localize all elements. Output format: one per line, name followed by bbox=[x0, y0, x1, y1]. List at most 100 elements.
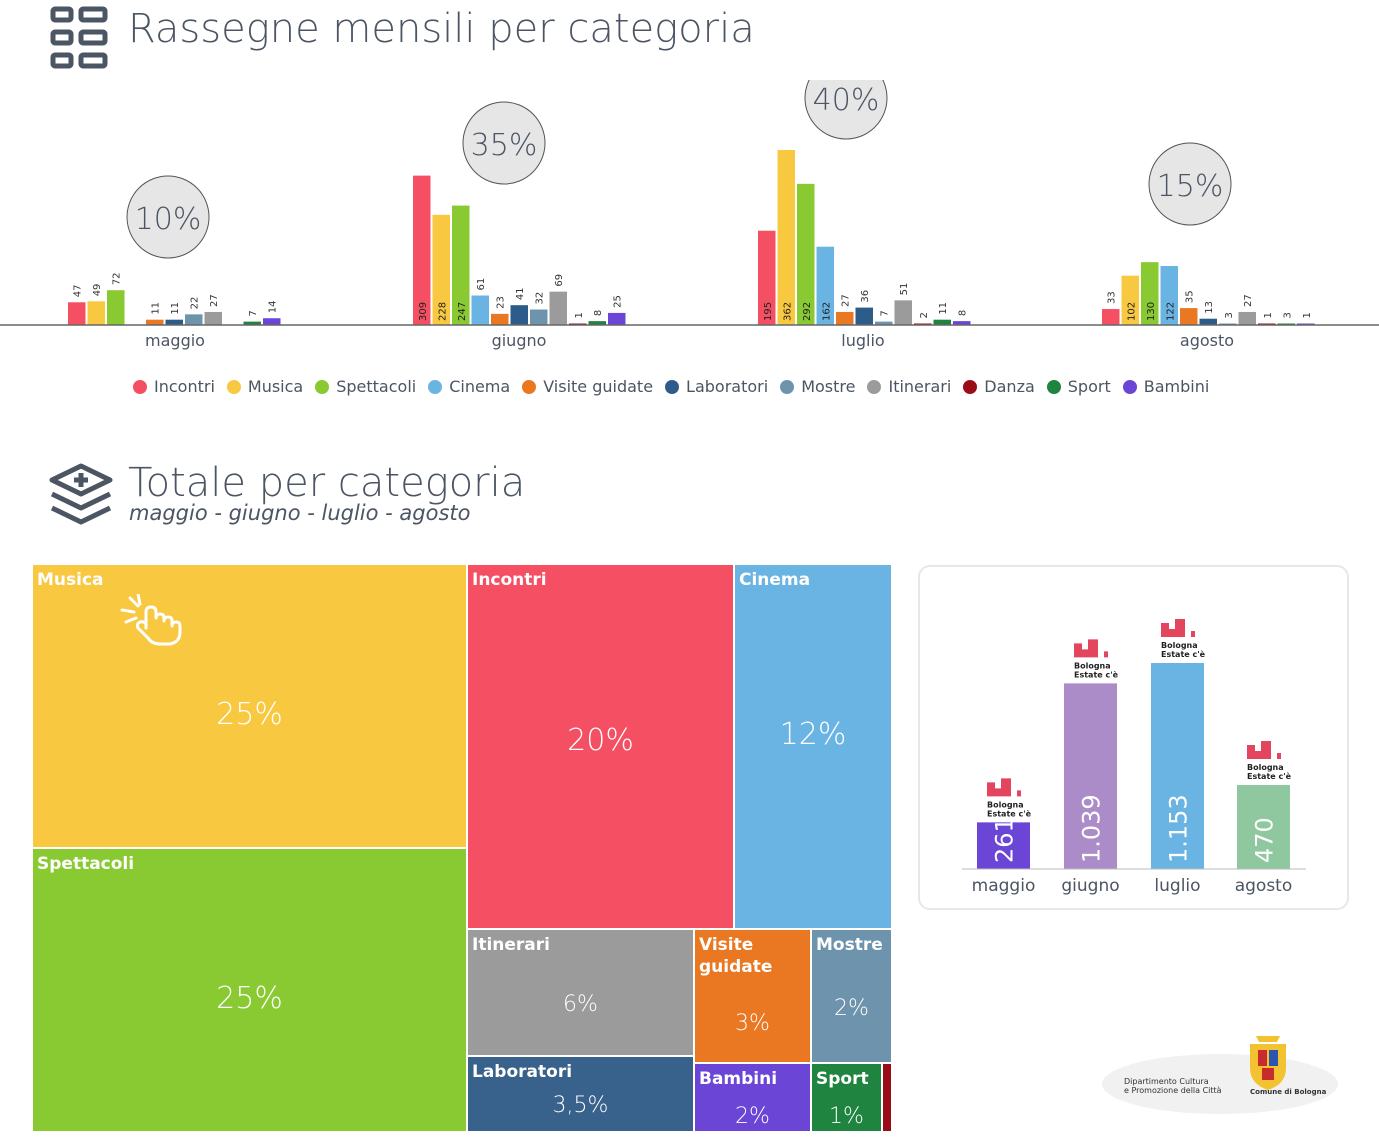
stacked-layers-icon bbox=[49, 463, 113, 525]
bar-value-label: 49 bbox=[92, 284, 103, 297]
legend-item-mostre[interactable]: Mostre bbox=[780, 377, 855, 396]
legend-dot bbox=[428, 379, 443, 394]
bar-incontri-giugno bbox=[413, 175, 431, 325]
treemap-cell-percentage: 1% bbox=[829, 1104, 864, 1129]
bar-incontri-agosto bbox=[1102, 309, 1120, 325]
bar-visite-guidate-maggio bbox=[146, 319, 164, 325]
bar-incontri-luglio bbox=[758, 230, 776, 325]
legend-dot bbox=[867, 379, 882, 394]
bar-visite-guidate-giugno bbox=[491, 313, 509, 325]
total-bar-giugno bbox=[1064, 683, 1117, 869]
bar-spettacoli-maggio bbox=[107, 290, 125, 325]
svg-text:Bologna: Bologna bbox=[1074, 661, 1111, 670]
legend-item-danza[interactable]: Danza bbox=[963, 377, 1035, 396]
total-bar-value: 1.039 bbox=[1078, 794, 1106, 863]
bar-spettacoli-luglio bbox=[797, 183, 815, 325]
x-tick-label-luglio: luglio bbox=[841, 331, 884, 350]
bar-incontri-maggio bbox=[68, 302, 86, 325]
svg-text:e Promozione della Città: e Promozione della Città bbox=[1124, 1086, 1222, 1095]
treemap-cell-label: Musica bbox=[37, 570, 104, 590]
treemap-cell-label: Mostre bbox=[816, 935, 883, 955]
legend-item-laboratori[interactable]: Laboratori bbox=[665, 377, 768, 396]
legend-item-cinema[interactable]: Cinema bbox=[428, 377, 510, 396]
legend-label: Bambini bbox=[1143, 377, 1210, 396]
bar-value-label: 228 bbox=[437, 302, 448, 321]
treemap-cell-percentage: 2% bbox=[834, 996, 869, 1021]
bar-value-label: 61 bbox=[476, 278, 487, 291]
share-badge-label: 15% bbox=[1157, 169, 1224, 204]
grid-layout-icon bbox=[50, 6, 108, 69]
treemap-cell-label: Incontri bbox=[472, 570, 547, 590]
legend-label: Incontri bbox=[154, 377, 215, 396]
treemap-cell-mostre[interactable]: Mostre 2% bbox=[811, 929, 892, 1063]
page-title: Rassegne mensili per categoria bbox=[128, 6, 755, 52]
bar-value-label: 11 bbox=[938, 302, 949, 315]
legend-item-spettacoli[interactable]: Spettacoli bbox=[315, 377, 416, 396]
treemap-cell-visite-guidate[interactable]: Visite guidate 3% bbox=[694, 929, 811, 1063]
section-subtitle: maggio - giugno - luglio - agosto bbox=[129, 501, 471, 525]
legend-item-musica[interactable]: Musica bbox=[226, 377, 303, 396]
bar-spettacoli-agosto bbox=[1141, 262, 1159, 325]
bar-value-label: 27 bbox=[209, 294, 220, 307]
bar-value-label: 1 bbox=[574, 312, 585, 318]
legend-dot bbox=[665, 379, 680, 394]
bar-value-label: 69 bbox=[554, 274, 565, 287]
x-tick-label-giugno: giugno bbox=[492, 331, 547, 350]
legend-item-sport[interactable]: Sport bbox=[1046, 377, 1111, 396]
bar-sport-giugno bbox=[588, 321, 606, 325]
category-treemap: Musica 25% Spettacoli 25% Incontri 20% Cinema 1… bbox=[32, 564, 892, 1132]
svg-text:Bologna: Bologna bbox=[1247, 763, 1284, 772]
treemap-cell-sport[interactable]: Sport 1% bbox=[811, 1063, 882, 1132]
bar-value-label: 27 bbox=[841, 294, 852, 307]
bar-mostre-luglio bbox=[875, 321, 893, 325]
share-badge-label: 10% bbox=[135, 202, 202, 237]
bar-value-label: 8 bbox=[958, 310, 969, 316]
total-bar-value: 261 bbox=[991, 817, 1019, 863]
bar-value-label: 41 bbox=[515, 287, 526, 300]
treemap-cell-label: Bambini bbox=[699, 1069, 778, 1089]
treemap-cell-cinema[interactable]: Cinema 12% bbox=[734, 564, 892, 929]
bar-visite-guidate-agosto bbox=[1180, 308, 1198, 325]
treemap-cell-spettacoli[interactable]: Spettacoli 25% bbox=[32, 848, 467, 1132]
treemap-cell-label: Cinema bbox=[739, 570, 811, 590]
legend-label: Laboratori bbox=[686, 377, 769, 396]
treemap-cell-musica[interactable]: Musica 25% bbox=[32, 564, 467, 848]
bar-visite-guidate-luglio bbox=[836, 311, 854, 325]
bar-value-label: 3 bbox=[1282, 312, 1293, 318]
legend-item-visite-guidate[interactable]: Visite guidate bbox=[522, 377, 653, 396]
treemap-cell-bambini[interactable]: Bambini 2% bbox=[694, 1063, 811, 1132]
svg-text:Bologna: Bologna bbox=[1161, 641, 1198, 650]
treemap-cell-itinerari[interactable]: Itinerari 6% bbox=[467, 929, 694, 1056]
footer-logos: Dipartimento Cultura e Promozione della … bbox=[1102, 1036, 1338, 1114]
comune-crest-icon bbox=[1250, 1036, 1286, 1090]
share-badge bbox=[126, 175, 210, 259]
share-badge bbox=[804, 80, 888, 140]
legend-label: Cinema bbox=[449, 377, 511, 396]
bar-itinerari-luglio bbox=[894, 300, 912, 325]
legend-item-bambini[interactable]: Bambini bbox=[1122, 377, 1210, 396]
bar-itinerari-agosto bbox=[1238, 311, 1256, 325]
bar-value-label: 1 bbox=[1302, 312, 1313, 318]
x-tick-label-maggio: maggio bbox=[145, 331, 205, 350]
bar-value-label: 32 bbox=[535, 292, 546, 305]
total-bar-maggio bbox=[977, 822, 1030, 869]
bar-value-label: 292 bbox=[802, 302, 813, 321]
x-tick-label-agosto: agosto bbox=[1180, 331, 1234, 350]
treemap-cell-other[interactable] bbox=[882, 1063, 892, 1132]
bar-value-label: 23 bbox=[496, 296, 507, 309]
legend-item-itinerari[interactable]: Itinerari bbox=[867, 377, 951, 396]
svg-text:Comune di Bologna: Comune di Bologna bbox=[1250, 1088, 1327, 1096]
treemap-cell-incontri[interactable]: Incontri 20% bbox=[467, 564, 734, 929]
bar-laboratori-maggio bbox=[165, 319, 183, 325]
legend-item-incontri[interactable]: Incontri bbox=[133, 377, 215, 396]
legend-dot bbox=[963, 379, 978, 394]
treemap-cell-laboratori[interactable]: Laboratori 3,5% bbox=[467, 1056, 694, 1132]
bar-value-label: 35 bbox=[1185, 290, 1196, 303]
share-badge bbox=[1148, 142, 1232, 226]
bar-cinema-luglio bbox=[816, 246, 834, 325]
